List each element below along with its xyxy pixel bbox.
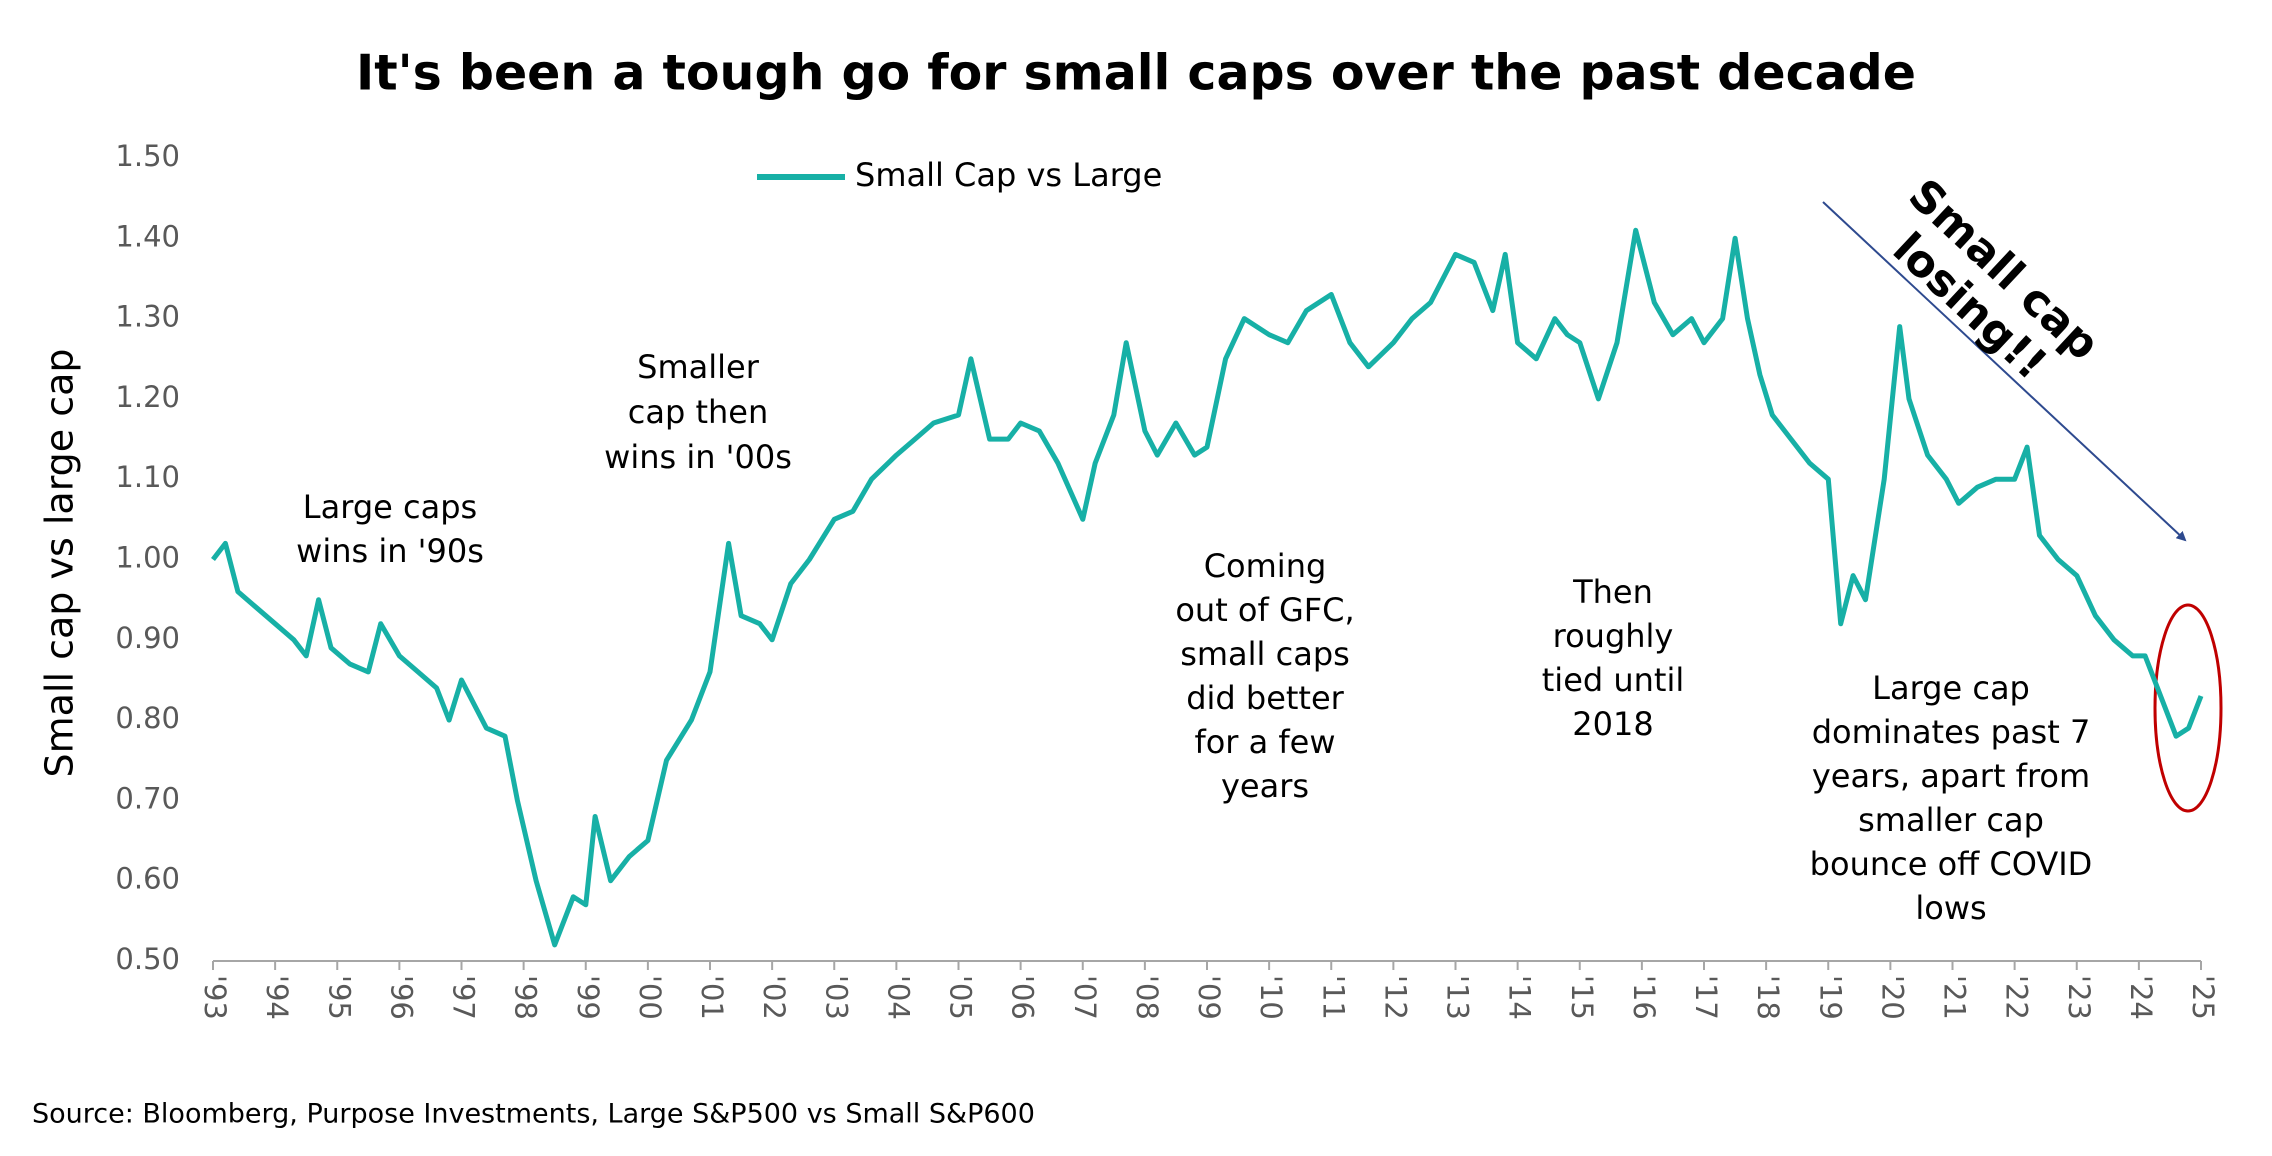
x-tick-label: '24 [2124, 975, 2158, 1020]
x-tick-label: '16 [1627, 975, 1661, 1020]
annotation: lows [1915, 889, 1986, 927]
y-tick-label: 1.00 [115, 541, 180, 575]
y-tick-label: 0.70 [115, 781, 180, 815]
x-tick-label: '21 [1938, 975, 1972, 1020]
annotation: years [1221, 767, 1309, 805]
highlight-ellipse [2153, 603, 2223, 813]
annotation: small caps [1180, 635, 1350, 673]
annotation: dominates past 7 [1812, 713, 2091, 751]
annotation: wins in '90s [296, 532, 484, 570]
x-tick-label: '12 [1378, 975, 1412, 1020]
y-tick-label: 0.90 [115, 621, 180, 655]
x-tick-label: '22 [2000, 975, 2034, 1020]
x-tick-label: '04 [881, 975, 915, 1020]
x-tick-label: '14 [1503, 975, 1537, 1020]
x-tick-label: '00 [633, 975, 667, 1020]
data-line [211, 227, 2204, 948]
annotation: smaller cap [1858, 801, 2044, 839]
legend-label: Small Cap vs Large [855, 156, 1162, 194]
source-note: Source: Bloomberg, Purpose Investments, … [32, 1099, 1035, 1130]
y-tick-label: 1.40 [115, 219, 180, 253]
annotation: tied until [1542, 661, 1685, 699]
x-tick-label: '93 [198, 975, 232, 1020]
x-tick-label: '96 [384, 975, 418, 1020]
x-tick-label: '15 [1565, 975, 1599, 1020]
x-tick-label: '18 [1751, 975, 1785, 1020]
y-tick-label: 1.20 [115, 380, 180, 414]
x-tick-label: '05 [944, 975, 978, 1020]
x-tick-label: '23 [2062, 975, 2096, 1020]
annotation: for a few [1194, 723, 1335, 761]
annotation: years, apart from [1812, 757, 2090, 795]
x-tick-label: '13 [1441, 975, 1475, 1020]
x-tick-label: '06 [1006, 975, 1040, 1020]
chart-title: It's been a tough go for small caps over… [356, 45, 1916, 102]
y-tick-label: 1.10 [115, 460, 180, 494]
annotation: wins in '00s [604, 438, 792, 476]
x-tick-label: '08 [1130, 975, 1164, 1020]
y-tick-label: 0.60 [115, 862, 180, 896]
x-tick-label: '99 [571, 975, 605, 1020]
annotation: out of GFC, [1175, 591, 1354, 629]
annotation: bounce off COVID [1810, 845, 2093, 883]
x-tick-label: '98 [509, 975, 543, 1020]
annotation: cap then [628, 393, 768, 431]
x-tick-label: '01 [695, 975, 729, 1020]
x-tick-label: '09 [1192, 975, 1226, 1020]
annotation: Large caps [303, 488, 477, 526]
x-tick-label: '03 [819, 975, 853, 1020]
annotation: Large cap [1872, 669, 2030, 707]
annotation: 2018 [1572, 705, 1653, 743]
y-tick-label: 1.50 [115, 139, 180, 173]
x-tick-label: '02 [757, 975, 791, 1020]
x-tick-label: '11 [1316, 975, 1350, 1020]
y-tick-label: 0.80 [115, 701, 180, 735]
x-tick-label: '95 [322, 975, 356, 1020]
x-tick-label: '94 [260, 975, 294, 1020]
trend-arrow [1822, 201, 2187, 542]
y-tick-label: 1.30 [115, 300, 180, 334]
y-tick-label: 0.50 [115, 942, 180, 976]
annotation: did better [1186, 679, 1344, 717]
annotation: roughly [1553, 617, 1674, 655]
annotation: Smaller [637, 348, 760, 386]
annotation: Coming [1204, 547, 1327, 585]
x-tick-label: '25 [2186, 975, 2220, 1020]
y-axis-label: Small cap vs large cap [38, 348, 82, 777]
x-tick-label: '20 [1875, 975, 1909, 1020]
x-tick-label: '97 [447, 975, 481, 1020]
annotation: Then [1572, 573, 1653, 611]
x-tick-label: '19 [1813, 975, 1847, 1020]
x-tick-label: '10 [1254, 975, 1288, 1020]
x-tick-label: '17 [1689, 975, 1723, 1020]
x-tick-label: '07 [1068, 975, 1102, 1020]
